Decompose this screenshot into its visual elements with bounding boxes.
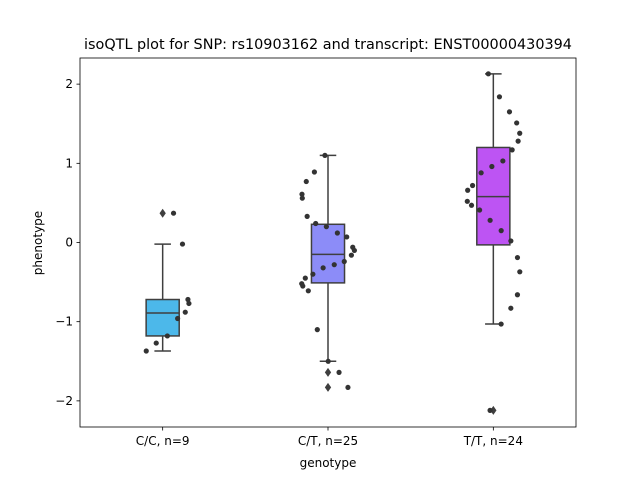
data-point: [489, 163, 495, 170]
outlier-marker: [324, 367, 332, 377]
data-point: [498, 321, 504, 327]
data-point: [464, 198, 470, 204]
data-point: [310, 271, 316, 277]
outlier-marker: [490, 405, 497, 415]
data-point: [185, 296, 191, 303]
data-point: [164, 333, 170, 339]
data-point: [304, 213, 310, 219]
data-point: [344, 234, 350, 240]
data-point: [477, 207, 483, 213]
y-tick-label: −2: [55, 394, 73, 408]
data-point: [348, 252, 354, 258]
chart-title: isoQTL plot for SNP: rs10903162 and tran…: [84, 37, 572, 53]
data-point: [336, 369, 342, 375]
data-point: [313, 220, 319, 227]
box-group: [145, 208, 180, 352]
data-point: [302, 275, 308, 281]
data-point: [496, 94, 503, 100]
y-axis-label: phenotype: [31, 211, 45, 275]
box: [145, 298, 180, 337]
data-point: [345, 384, 351, 391]
data-point: [465, 187, 471, 193]
data-point: [517, 269, 523, 275]
y-tick-label: 1: [65, 156, 73, 170]
data-point: [517, 130, 523, 136]
data-point: [514, 292, 521, 298]
data-point: [182, 309, 188, 315]
box-group: [476, 73, 511, 415]
data-point: [478, 170, 484, 176]
data-point: [143, 348, 149, 354]
data-point: [500, 158, 506, 164]
data-point: [323, 224, 329, 230]
data-point: [300, 283, 306, 289]
data-point: [153, 340, 159, 346]
data-point: [469, 182, 476, 189]
data-point: [175, 315, 181, 322]
data-point: [322, 152, 328, 158]
data-point: [351, 247, 358, 254]
outlier-marker: [324, 382, 332, 392]
data-point: [509, 147, 515, 153]
y-tick-label: 0: [65, 236, 73, 250]
data-point: [485, 71, 491, 77]
data-point: [334, 230, 340, 236]
data-point: [299, 195, 305, 201]
data-point: [179, 241, 186, 247]
x-tick-label: C/C, n=9: [136, 434, 190, 448]
data-point: [514, 254, 521, 261]
data-point: [515, 138, 521, 144]
data-point: [186, 300, 192, 307]
axes-frame: [79, 57, 577, 428]
data-point: [305, 288, 311, 294]
data-point: [170, 210, 177, 216]
data-point: [331, 262, 337, 268]
data-point: [325, 358, 331, 364]
data-point: [468, 202, 475, 208]
data-point: [514, 120, 520, 126]
data-point: [320, 265, 326, 271]
data-point: [508, 305, 514, 311]
data-point: [506, 109, 513, 115]
y-tick-label: 2: [65, 77, 73, 91]
plot-area: −2 −1 0 1 2 C/C, n=9 C/T, n=25 T/T, n=24: [55, 57, 577, 448]
data-point: [311, 169, 317, 175]
y-tick-label: −1: [55, 315, 73, 329]
data-point: [487, 407, 493, 413]
data-point: [508, 238, 514, 244]
data-point: [341, 258, 347, 265]
data-point: [314, 327, 320, 333]
data-point: [498, 228, 504, 234]
x-tick-label: C/T, n=25: [298, 434, 358, 448]
x-tick-label: T/T, n=24: [463, 434, 523, 448]
data-point: [303, 178, 309, 185]
x-axis-label: genotype: [300, 456, 357, 470]
data-point: [299, 191, 305, 197]
outlier-marker: [159, 208, 166, 218]
data-point: [487, 217, 493, 223]
